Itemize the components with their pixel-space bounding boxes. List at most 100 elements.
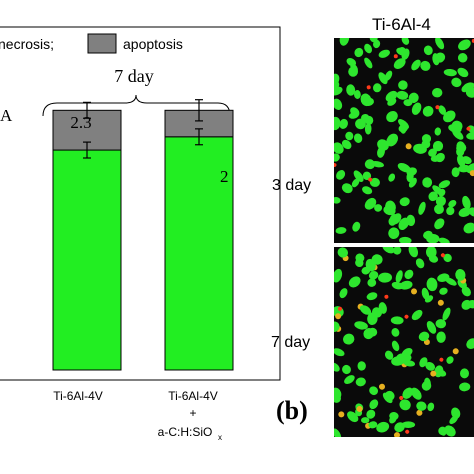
cell-nucleus [353, 133, 363, 143]
cell-nucleus [337, 247, 348, 258]
cell-nucleus [377, 139, 389, 151]
cell-nucleus [376, 421, 390, 433]
cell-nucleus [367, 278, 377, 287]
cell-nucleus [393, 58, 406, 69]
cell-nucleus [437, 369, 447, 377]
cell-nucleus [404, 269, 414, 280]
cell-nucleus [343, 333, 355, 345]
cell-nucleus [411, 309, 423, 321]
cell-nucleus [395, 270, 403, 283]
cell-nucleus [451, 407, 461, 419]
image-panel-b: Ti-6Al-4 3 day 7 day (b) [271, 15, 474, 437]
cell-nucleus [435, 196, 446, 207]
cell-nucleus [443, 68, 457, 77]
cell-nucleus [446, 356, 454, 364]
cell-nucleus [434, 204, 444, 215]
cell-nucleus [366, 292, 378, 301]
cell-nucleus [461, 156, 472, 165]
cell-nucleus [362, 171, 372, 180]
cell-nucleus [347, 411, 359, 423]
cells-7-day [334, 247, 474, 437]
cell-nucleus [426, 233, 440, 243]
cell-nucleus [391, 356, 405, 366]
cell-nucleus [393, 54, 398, 59]
cell-nucleus [405, 429, 410, 434]
cell-nucleus [461, 286, 471, 297]
cell-nucleus [421, 139, 431, 149]
cell-nucleus [338, 306, 343, 311]
cell-nucleus [369, 177, 380, 187]
cell-nucleus [401, 38, 410, 45]
cell-nucleus [469, 170, 474, 177]
cell-nucleus [437, 299, 444, 306]
cell-nucleus [361, 113, 370, 123]
cells-3-day [334, 38, 474, 243]
error-bar-top-1 [83, 101, 91, 119]
cell-nucleus [334, 268, 343, 283]
cell-nucleus [405, 143, 412, 150]
cell-nucleus [467, 299, 474, 309]
cell-nucleus [365, 258, 376, 272]
cell-nucleus [436, 331, 446, 343]
cell-nucleus [426, 321, 437, 334]
cell-nucleus [378, 272, 392, 283]
legend: necrosis; apoptosis [0, 33, 183, 54]
cell-nucleus [463, 222, 474, 234]
cell-nucleus [398, 217, 410, 231]
cell-nucleus [334, 196, 341, 204]
cell-nucleus [385, 200, 396, 214]
cell-nucleus [364, 197, 377, 210]
cell-nucleus [399, 396, 404, 400]
cell-nucleus [372, 83, 382, 93]
cell-nucleus [432, 87, 443, 98]
cell-nucleus [434, 52, 446, 63]
cell-nucleus [466, 126, 471, 131]
cell-nucleus [456, 143, 467, 153]
category-label-1: Ti-6Al-4V [53, 389, 103, 403]
cell-nucleus [408, 247, 419, 258]
cell-nucleus [390, 316, 404, 325]
cell-nucleus [399, 236, 412, 243]
cell-nucleus [434, 218, 445, 230]
cell-nucleus [418, 201, 426, 215]
group-label: 7 day [114, 66, 154, 86]
cell-nucleus [334, 428, 342, 437]
cell-nucleus [355, 377, 366, 387]
legend-swatch-apoptosis [87, 33, 117, 54]
cell-nucleus [466, 132, 474, 140]
cell-nucleus [443, 110, 456, 123]
cell-nucleus [422, 177, 433, 188]
cell-nucleus [378, 383, 385, 390]
cell-nucleus [399, 197, 410, 207]
cell-nucleus [437, 273, 450, 282]
cell-nucleus [361, 417, 370, 424]
cell-nucleus [402, 387, 414, 399]
cell-nucleus [387, 98, 397, 106]
cell-nucleus [451, 167, 460, 178]
cell-nucleus [334, 80, 340, 90]
cell-nucleus [384, 390, 395, 401]
cell-nucleus [369, 386, 379, 396]
x-axis-categories: Ti-6Al-4V Ti-6Al-4V + a-C:H:SiO x [53, 389, 222, 442]
cell-nucleus [378, 49, 390, 58]
cell-nucleus [369, 38, 378, 43]
cell-nucleus [334, 153, 340, 162]
cell-nucleus [435, 152, 445, 163]
cell-nucleus [438, 180, 451, 189]
cell-nucleus [353, 170, 364, 182]
cell-nucleus [335, 313, 342, 320]
cell-nucleus [334, 321, 340, 332]
chart-panel-a: necrosis; apoptosis A 7 day 2.3 2 Ti-6Al… [0, 26, 281, 442]
cell-nucleus [374, 204, 383, 212]
category-label-2-plus: + [189, 406, 196, 420]
cell-nucleus [368, 421, 378, 429]
cell-nucleus [400, 123, 407, 134]
category-label-2-line3: a-C:H:SiO [158, 425, 213, 439]
cell-nucleus [391, 328, 400, 337]
cell-nucleus [426, 277, 438, 292]
cell-nucleus [391, 340, 400, 352]
bar-base-2 [164, 136, 234, 371]
cell-nucleus [446, 206, 455, 216]
cell-nucleus [339, 38, 350, 46]
